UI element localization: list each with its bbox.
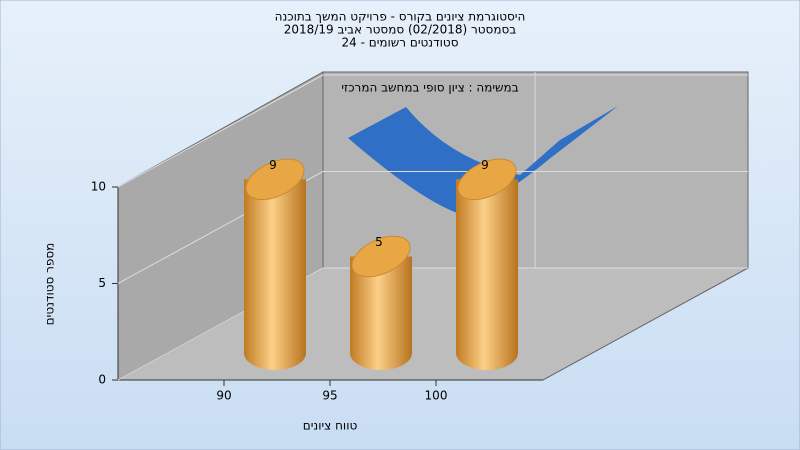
ribbon	[348, 106, 618, 214]
y-tick-label: 10	[91, 180, 106, 194]
bar-top	[351, 235, 411, 278]
subtitle: במשימה : ציון סופי במחשב המרכזי	[341, 81, 518, 95]
y-tick-label: 0	[98, 373, 106, 387]
value-label: 5	[375, 235, 383, 249]
bar	[244, 179, 306, 370]
title-line: היסטוגרמת ציונים בקורס - פרויקט המשך בתו…	[275, 10, 526, 24]
bar	[456, 179, 518, 370]
x-tick-label: 95	[322, 389, 337, 403]
value-label: 9	[269, 158, 277, 172]
bar	[350, 256, 412, 370]
y-tick-label: 5	[98, 276, 106, 290]
bar-top	[245, 158, 305, 201]
value-label: 9	[481, 158, 489, 172]
grid-line	[117, 74, 324, 188]
x-tick-label: 90	[216, 389, 231, 403]
title-line: בסמסטר (02/2018) סמסטר אביב 2018/19	[284, 23, 516, 37]
y-axis-label: מספר סטודנטים	[43, 243, 57, 326]
x-tick-label: 100	[425, 389, 448, 403]
bar-top	[457, 158, 517, 201]
title-line: סטודנטים רשומים - 24	[341, 36, 458, 50]
x-axis-label: טווח ציונים	[303, 419, 358, 433]
